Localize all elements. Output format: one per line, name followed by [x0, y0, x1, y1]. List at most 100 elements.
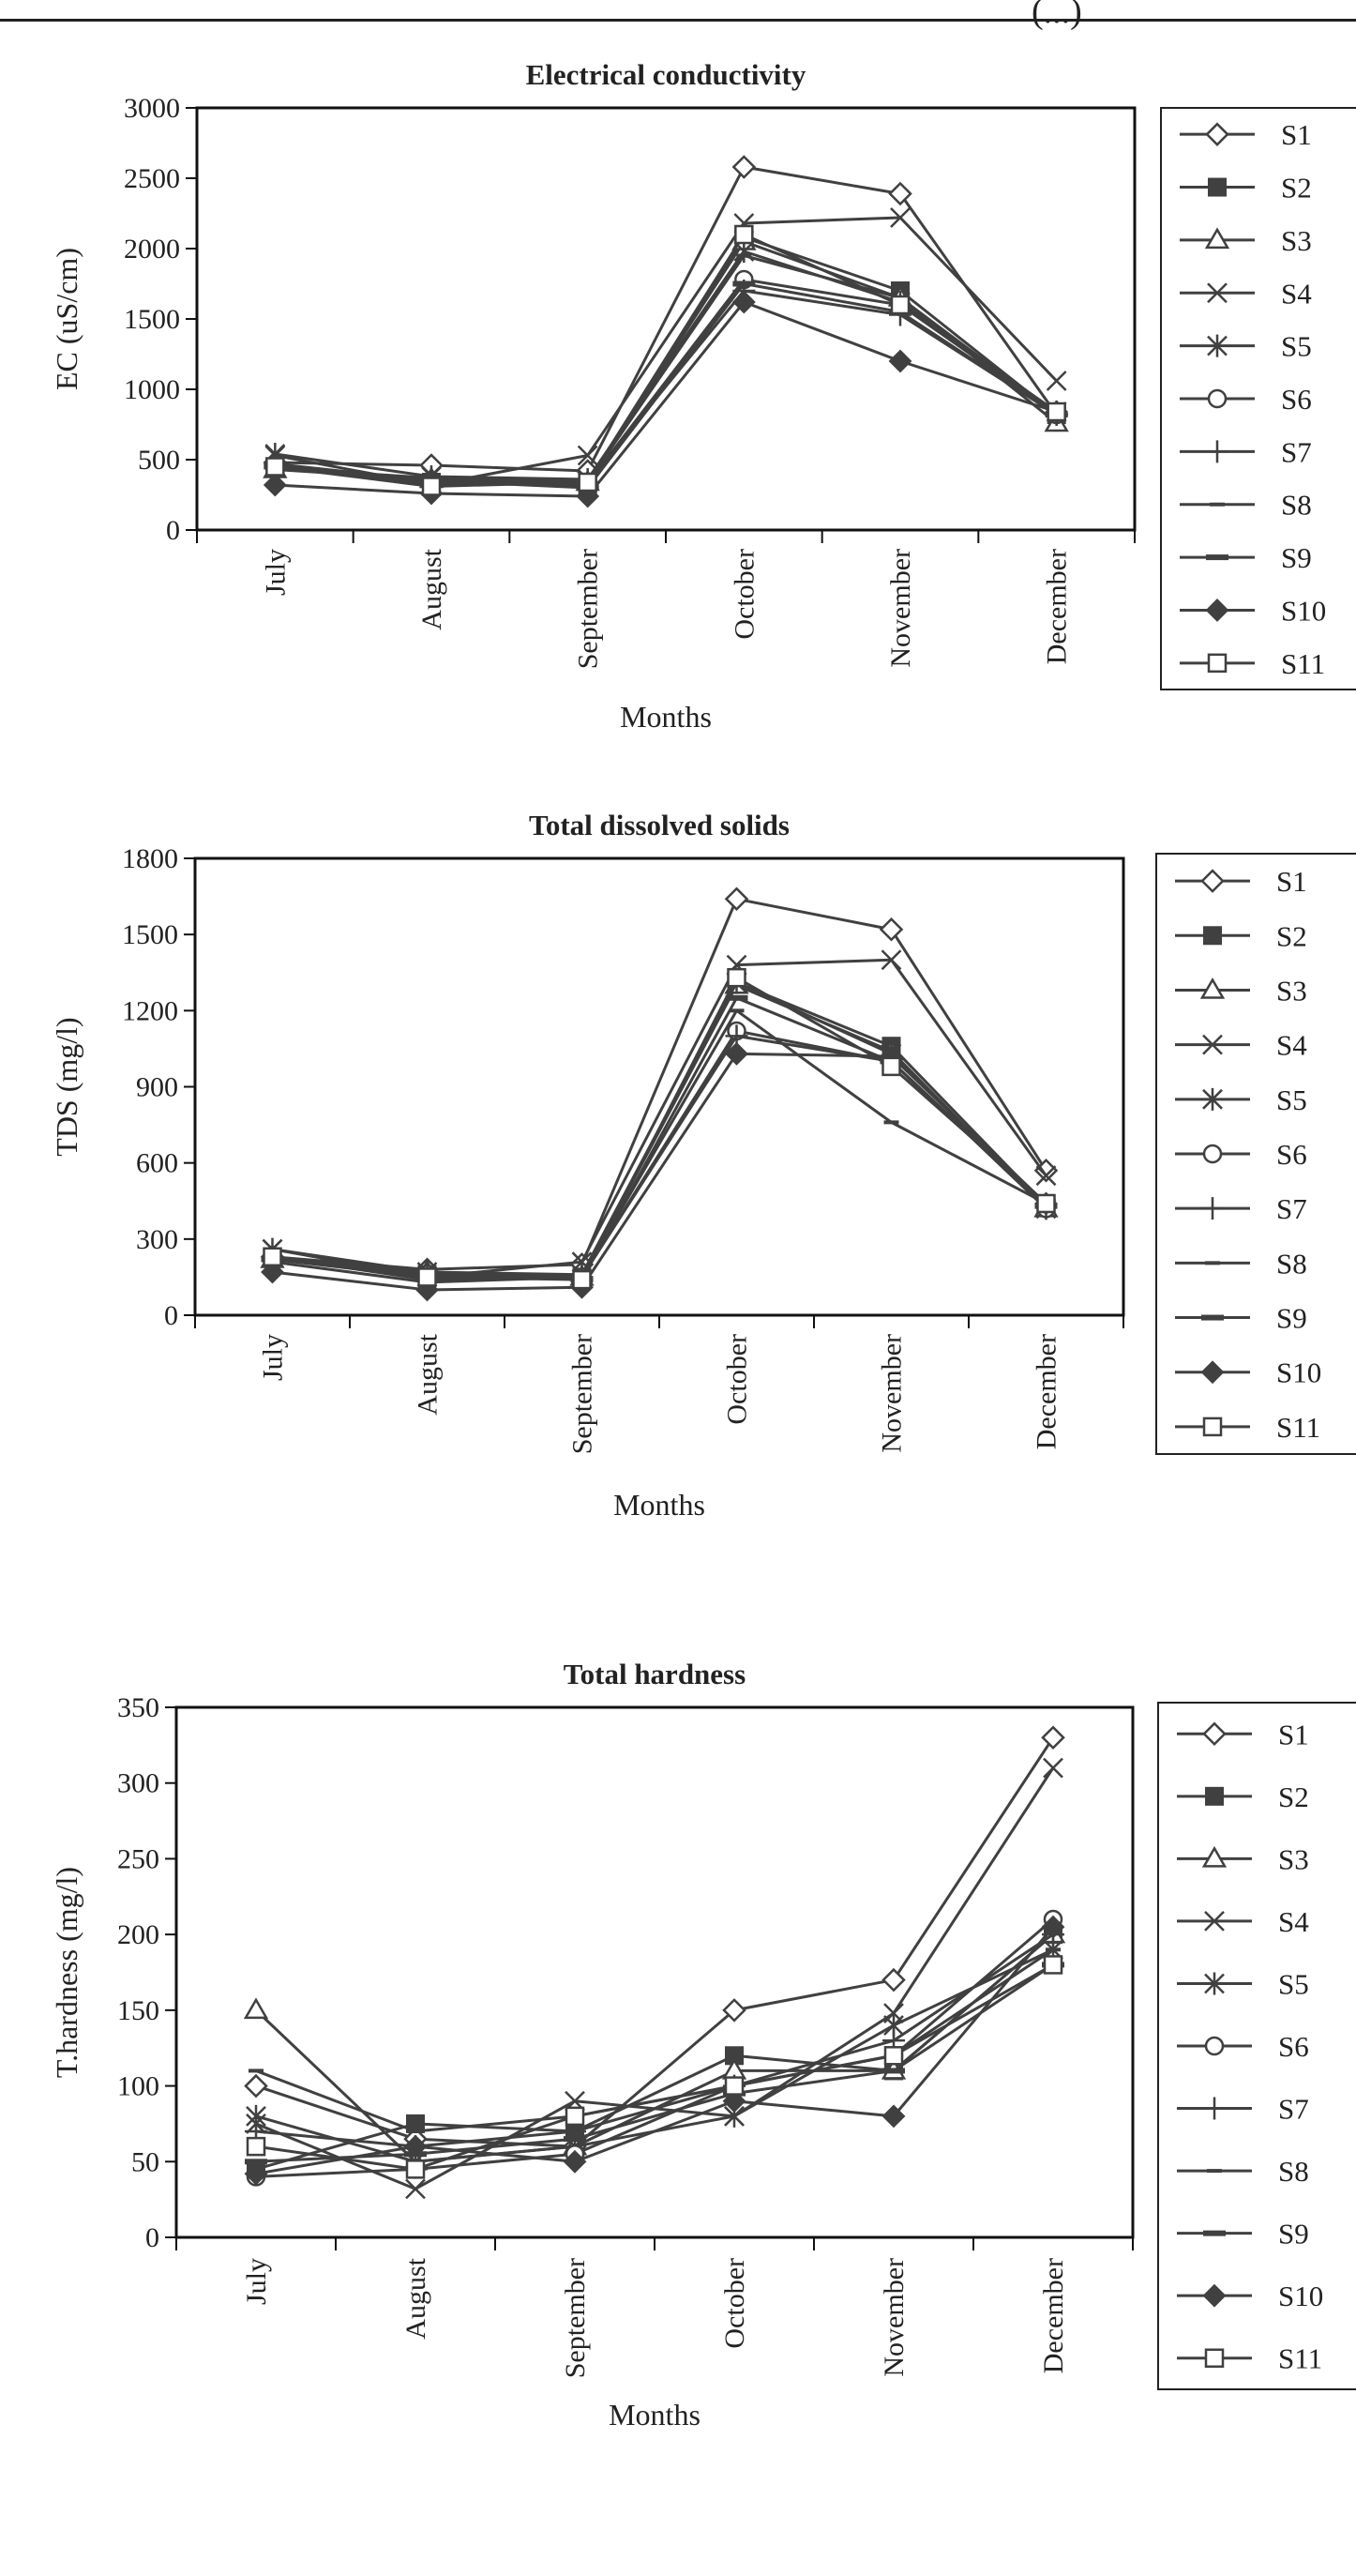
x-tick-label: August [416, 548, 447, 629]
hardness-chart: Total hardness 0 50 100 150 200 250 300 350 July A… [50, 1658, 1356, 2432]
legend-item: S7 [1177, 2093, 1309, 2126]
data-point [408, 2129, 423, 2133]
series-line [255, 1917, 1054, 2178]
y-tick-label: 900 [136, 1072, 178, 1103]
series-line [255, 1963, 1054, 2163]
series-s5 [264, 240, 1067, 491]
legend-item: S2 [1180, 172, 1312, 205]
series-line [272, 1052, 1047, 1292]
data-point [724, 2076, 745, 2096]
legend-item: S4 [1175, 1029, 1307, 1062]
data-point [1041, 1725, 1065, 1750]
legend-marker [1200, 1360, 1225, 1385]
legend-item: S10 [1175, 1356, 1321, 1389]
data-point [881, 1967, 906, 1993]
data-point [731, 290, 756, 314]
legend-item: S6 [1177, 2030, 1309, 2063]
data-point [417, 1267, 437, 1287]
legend-marker [1210, 502, 1225, 507]
legend-label: S6 [1276, 1138, 1307, 1171]
legend-label: S11 [1278, 2342, 1322, 2375]
legend-label: S1 [1276, 865, 1307, 898]
legend-label: S1 [1278, 1718, 1309, 1750]
legend-marker [1203, 2230, 1226, 2236]
series-s7 [261, 1024, 1058, 1289]
legend-item: S11 [1177, 2342, 1322, 2375]
data-point [263, 473, 287, 497]
legend-label: S6 [1278, 2030, 1309, 2063]
y-tick-label: 150 [117, 1995, 159, 2026]
legend-marker [1205, 1261, 1220, 1265]
legend-label: S8 [1281, 489, 1312, 522]
x-tick-label: November [877, 1334, 908, 1453]
legend-marker [1205, 599, 1229, 622]
x-tick-label: December [1042, 549, 1073, 664]
data-point [577, 445, 598, 466]
series-line [275, 300, 1058, 498]
series-line [272, 996, 1047, 1281]
legend-item: S9 [1177, 2218, 1309, 2250]
legend-label: S5 [1281, 330, 1312, 363]
legend-label: S5 [1278, 1967, 1309, 2000]
legend-marker [1204, 227, 1230, 250]
legend-item: S1 [1180, 118, 1312, 151]
y-tick-label: 0 [145, 2222, 159, 2253]
data-point [245, 2159, 267, 2165]
data-point [732, 280, 756, 287]
data-point [724, 886, 749, 912]
series-line [255, 1948, 1054, 2133]
legend-item: S7 [1180, 435, 1312, 468]
legend-label: S9 [1278, 2218, 1309, 2250]
legend-label: S10 [1276, 1356, 1321, 1389]
legend-marker [1201, 1197, 1224, 1220]
legend-item: S5 [1177, 1967, 1309, 2000]
plot-area [193, 856, 1125, 1317]
legend-item: S8 [1177, 2155, 1309, 2188]
legend-item: S11 [1180, 647, 1325, 680]
y-tick-label: 300 [117, 1768, 159, 1799]
y-tick-label: 1800 [122, 843, 178, 874]
legend-item: S1 [1177, 1718, 1309, 1750]
data-point [565, 2106, 585, 2127]
legend-label: S8 [1276, 1247, 1307, 1280]
y-tick-label: 2500 [124, 163, 180, 194]
legend-item: S6 [1180, 383, 1312, 416]
chart-title: Total dissolved solids [529, 809, 790, 841]
series-line [275, 282, 1058, 490]
y-axis-label: EC (uS/cm) [50, 248, 83, 390]
y-tick-label: 1500 [124, 304, 180, 335]
legend-marker [1204, 2036, 1225, 2056]
series-line [275, 254, 1058, 484]
legend-marker [1204, 1911, 1225, 1932]
legend-marker [1207, 334, 1228, 357]
y-tick-label: 250 [117, 1843, 159, 1874]
data-point [572, 1269, 592, 1290]
data-point [1043, 1757, 1063, 1779]
legend-marker [1207, 653, 1228, 674]
data-point [1046, 1947, 1061, 1952]
x-tick-label: September [560, 2258, 591, 2378]
series-line [275, 250, 1058, 481]
legend-marker [1203, 926, 1222, 946]
page-header-fragment: (...) [1032, 0, 1082, 31]
x-axis-label: Months [609, 2398, 701, 2432]
series-s8 [264, 1008, 1054, 1284]
x-tick-label: September [573, 549, 604, 669]
legend-item: S7 [1175, 1192, 1307, 1225]
header-rule [0, 19, 1356, 22]
legend-label: S5 [1276, 1083, 1307, 1116]
legend-label: S2 [1276, 919, 1307, 952]
legend-marker [1201, 1314, 1224, 1321]
ec-chart: Electrical conductivity 0 500 1000 1500 2000 2… [50, 58, 1356, 734]
series-s8 [267, 253, 1064, 484]
legend-marker [1203, 2097, 1226, 2120]
series-line [275, 233, 1058, 488]
x-tick-label: August [400, 2257, 431, 2339]
data-point [725, 1041, 748, 1066]
x-tick-label: December [1038, 2258, 1069, 2373]
x-tick-label: September [567, 1334, 598, 1454]
data-point [722, 2089, 746, 2114]
legend-marker [1202, 1417, 1223, 1437]
legend: S1 S2 S3 S4 S5 S6 S7 S8 S9 S10 S11 [1160, 107, 1356, 690]
legend-marker [1204, 2348, 1225, 2368]
